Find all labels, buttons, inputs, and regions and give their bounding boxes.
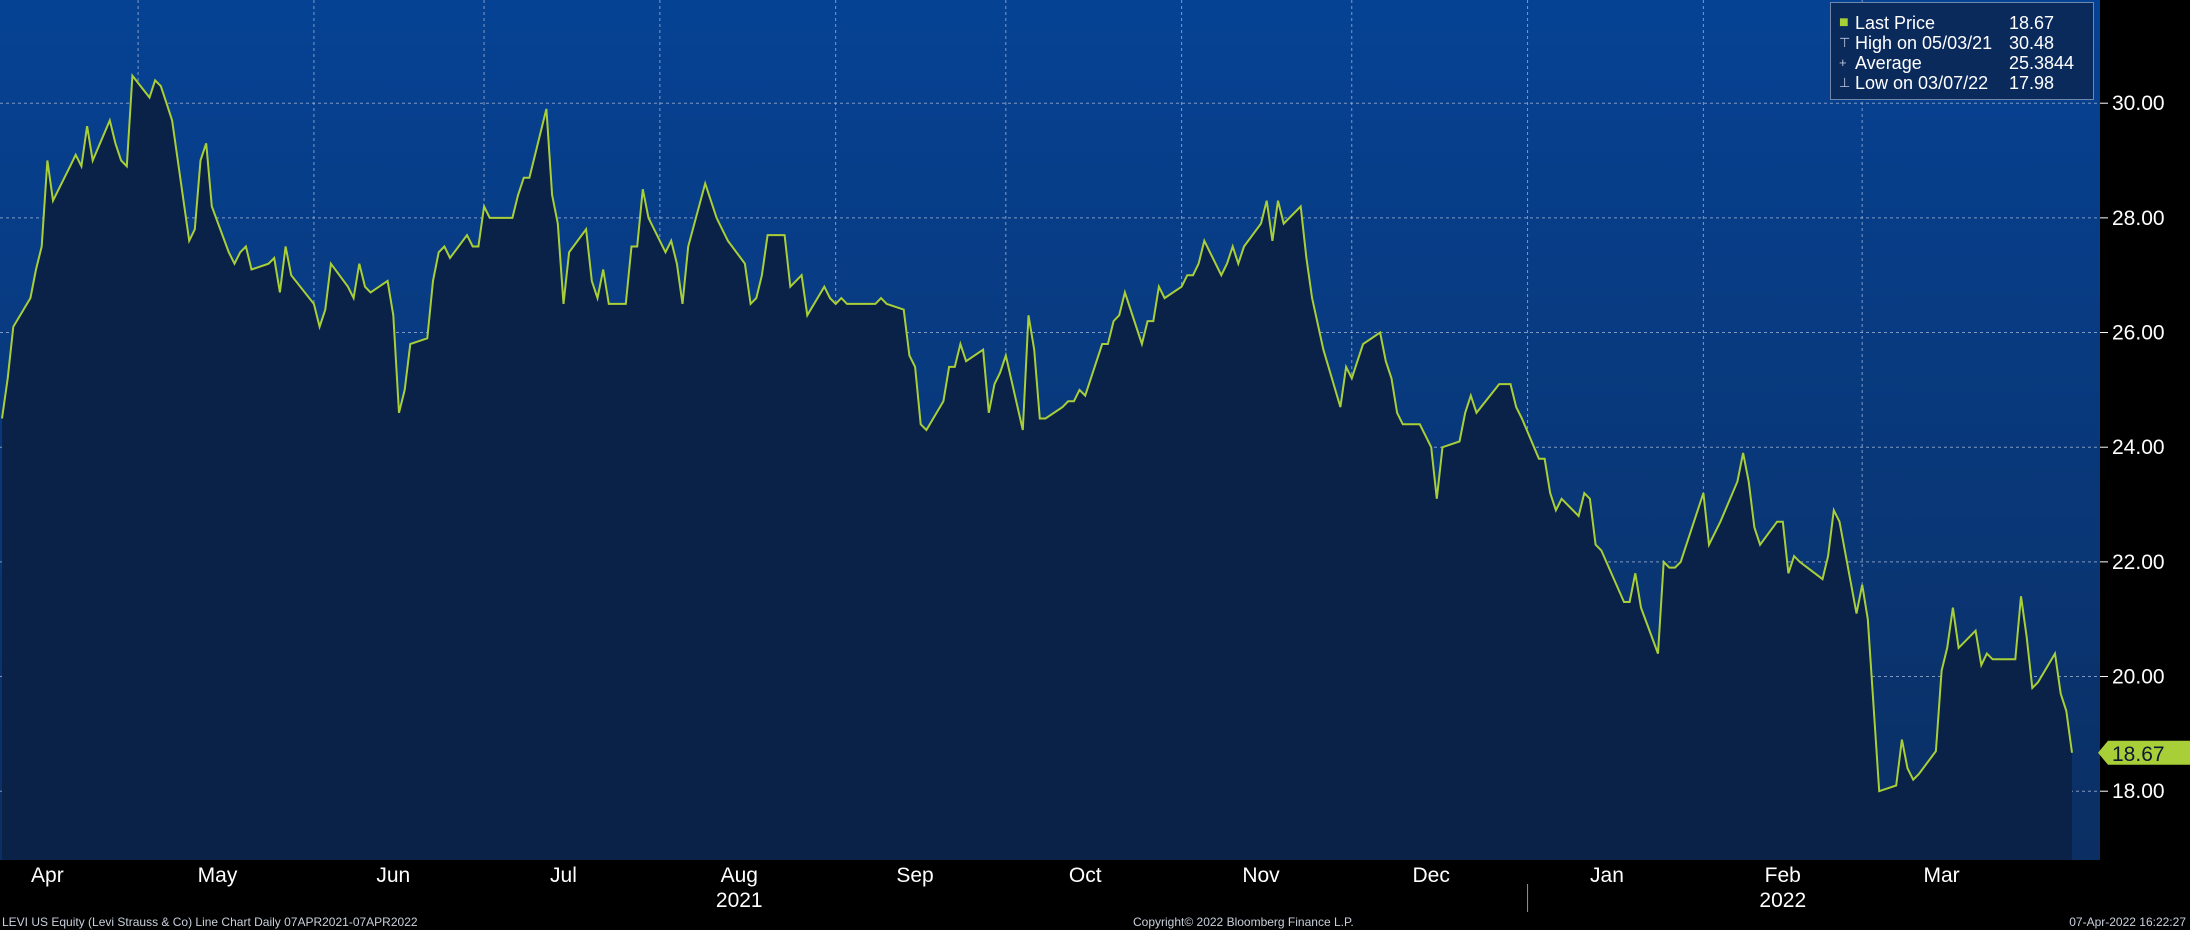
x-month-label: Oct xyxy=(1069,864,1102,887)
y-tick-label: 28.00 xyxy=(2112,207,2165,230)
x-month-label: Jan xyxy=(1590,864,1624,887)
legend-value: 25.3844 xyxy=(2009,53,2075,73)
last-price-marker: 18.67 xyxy=(2098,740,2190,766)
legend-square-icon: ■ xyxy=(1839,14,1849,31)
legend-item: + Average 25.3844 xyxy=(1839,53,2085,73)
x-year-label: 2021 xyxy=(716,889,763,912)
y-tick-label: 22.00 xyxy=(2112,551,2165,574)
price-area xyxy=(2,75,2072,860)
x-month-label: Nov xyxy=(1242,864,1280,887)
legend-value: 17.98 xyxy=(2009,73,2055,93)
legend-name: Low on 03/07/22 xyxy=(1855,73,1989,93)
legend-item: ⊤ High on 05/03/21 30.48 xyxy=(1839,33,2085,53)
y-tick-label: 26.00 xyxy=(2112,322,2165,345)
legend-value: 30.48 xyxy=(2009,33,2055,53)
footer-timestamp: 07-Apr-2022 16:22:27 xyxy=(2069,915,2186,929)
y-tick-label: 20.00 xyxy=(2112,666,2165,689)
legend-high-icon: ⊤ xyxy=(1839,35,1851,50)
legend-name: High on 05/03/21 xyxy=(1855,33,1993,53)
x-month-label: Apr xyxy=(31,864,64,887)
x-month-label: Jun xyxy=(376,864,410,887)
x-month-label: Jul xyxy=(550,864,577,887)
x-month-label: Dec xyxy=(1412,864,1449,887)
x-month-label: Mar xyxy=(1923,864,1959,887)
y-tick-label: 18.00 xyxy=(2112,780,2165,803)
footer: LEVI US Equity (Levi Strauss & Co) Line … xyxy=(0,914,2190,930)
x-year-label: 2022 xyxy=(1759,889,1806,912)
legend-low-icon: ⊥ xyxy=(1839,75,1851,90)
x-month-label: May xyxy=(198,864,238,887)
legend-item: ■ Last Price 18.67 xyxy=(1839,13,2085,33)
last-price-tag xyxy=(2098,740,2190,765)
legend-item: ⊥ Low on 03/07/22 17.98 xyxy=(1839,73,2085,93)
legend-name: Average xyxy=(1855,53,1922,73)
y-axis: 18.00 20.00 22.00 24.00 26.00 28.00 30.00 xyxy=(2100,92,2165,803)
legend-average-icon: + xyxy=(1839,55,1847,70)
x-month-label: Aug xyxy=(721,864,758,887)
footer-chart-description: LEVI US Equity (Levi Strauss & Co) Line … xyxy=(2,915,418,929)
last-price-label: 18.67 xyxy=(2112,743,2165,766)
y-tick-label: 24.00 xyxy=(2112,436,2165,459)
x-month-label: Sep xyxy=(896,864,933,887)
legend-value: 18.67 xyxy=(2009,13,2055,33)
y-tick-label: 30.00 xyxy=(2112,92,2165,115)
x-axis: Apr May Jun Jul Aug Sep Oct Nov Dec Jan Feb Mar 2021… xyxy=(31,864,1960,912)
x-month-label: Feb xyxy=(1765,864,1801,887)
legend: ■ Last Price 18.67 ⊤ High on 05/03/21 30… xyxy=(1830,2,2094,100)
price-series-line xyxy=(1,73,2073,793)
legend-name: Last Price xyxy=(1855,13,1936,33)
footer-copyright: Copyright© 2022 Bloomberg Finance L.P. xyxy=(1133,915,1354,929)
